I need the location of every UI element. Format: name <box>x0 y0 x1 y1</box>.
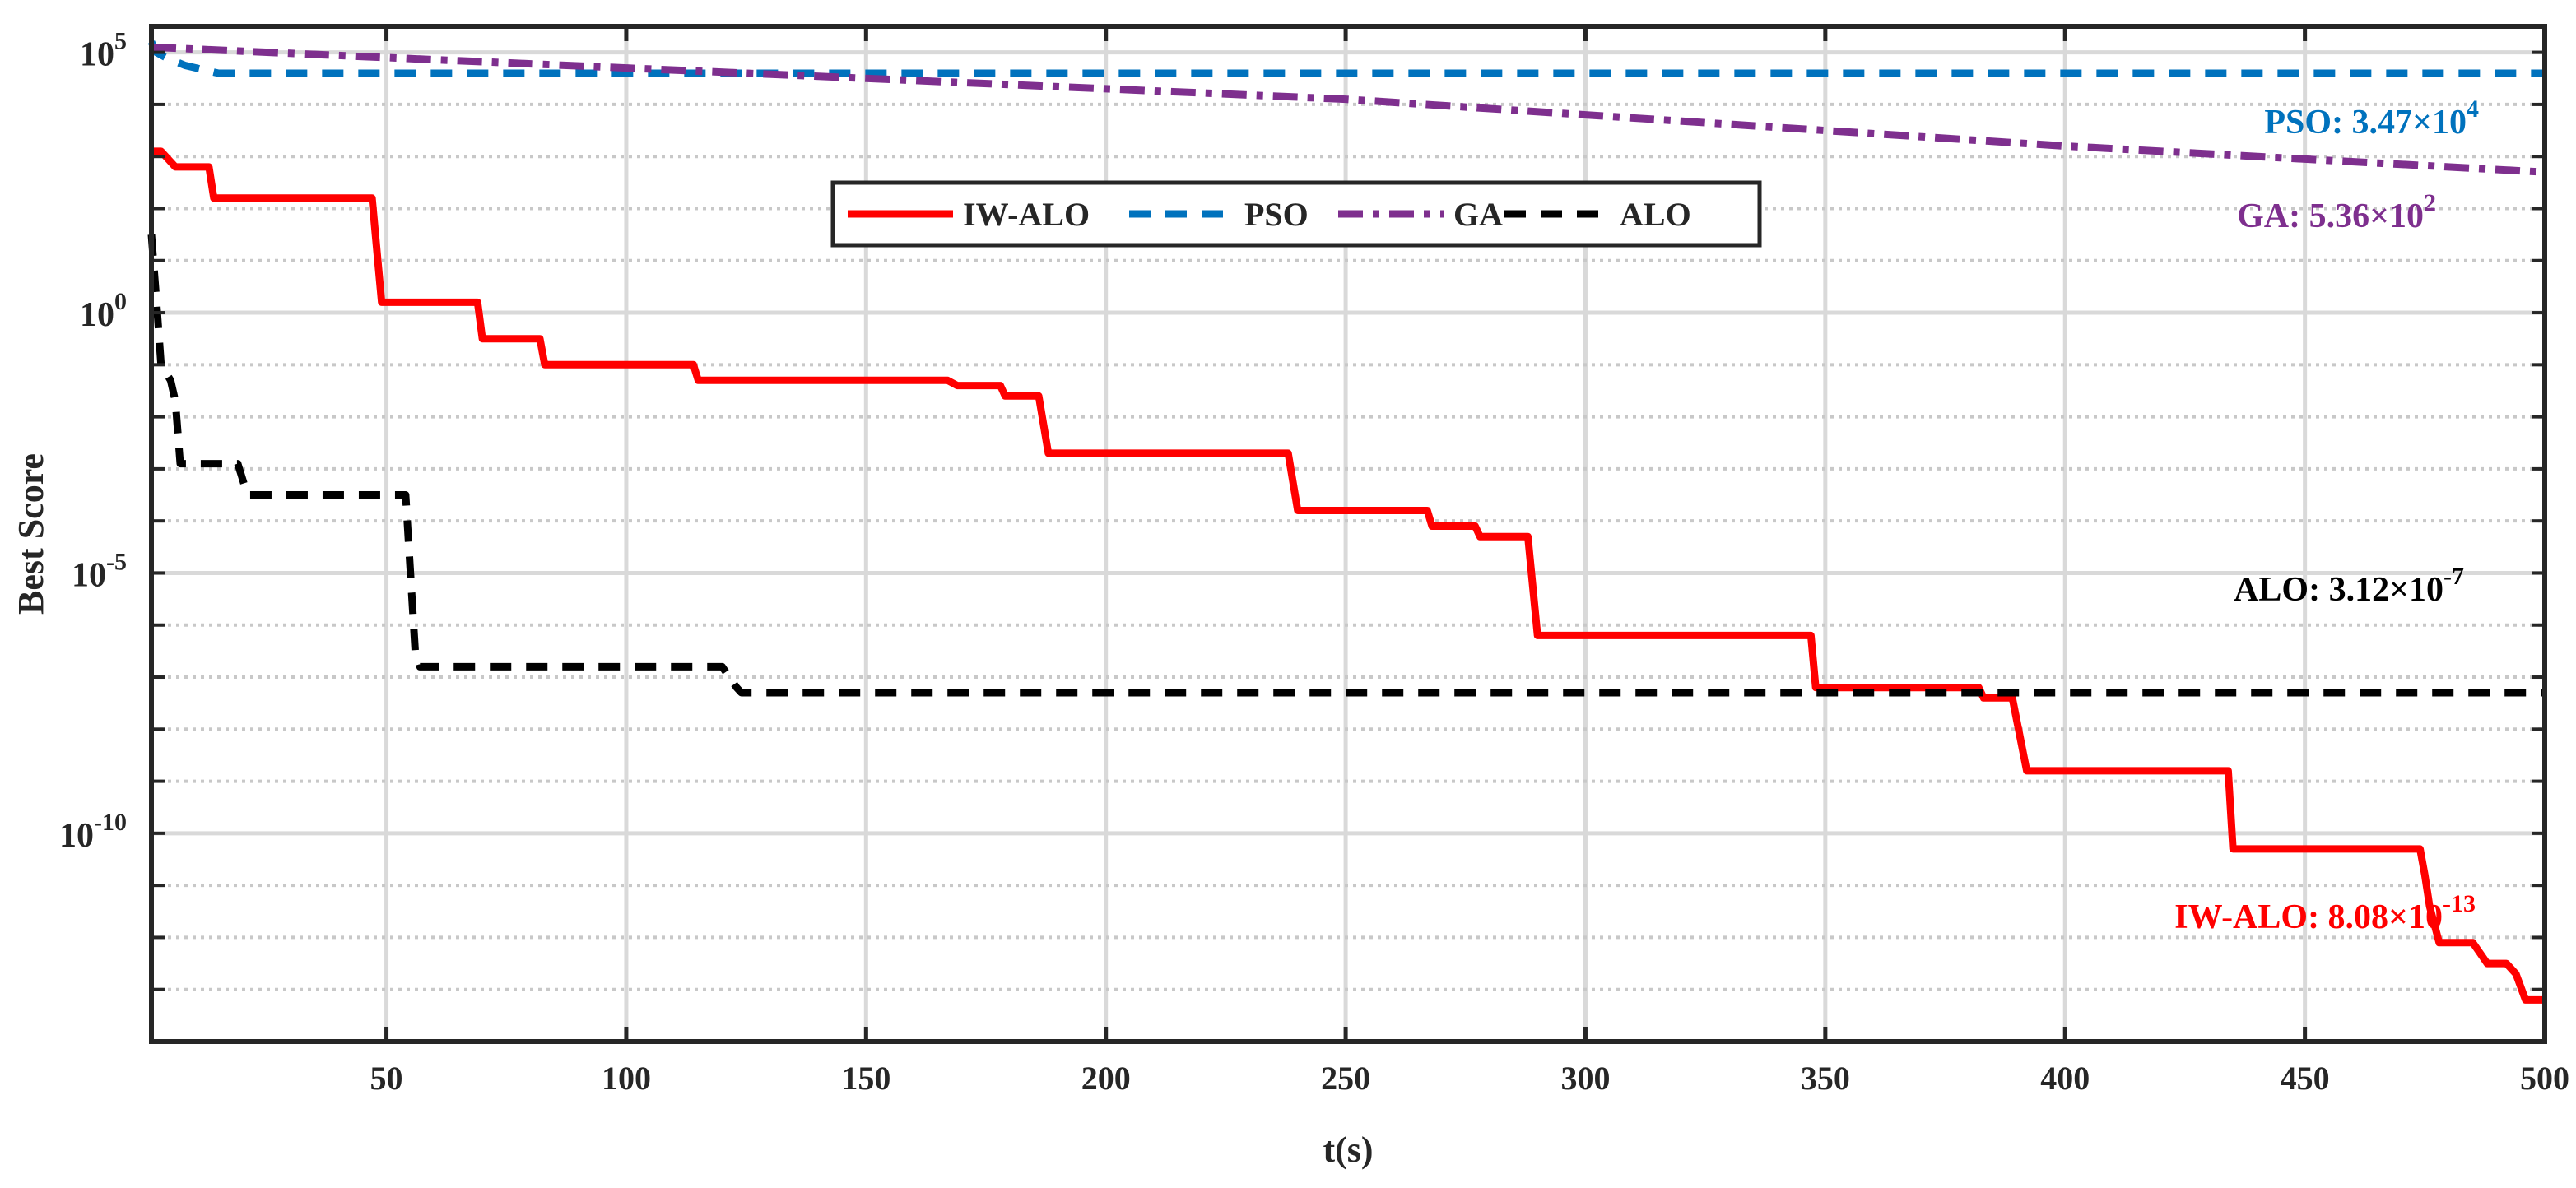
x-axis-label: t(s) <box>1323 1130 1373 1170</box>
x-tick-label: 150 <box>841 1060 890 1097</box>
y-tick-label: 10-5 <box>72 548 127 594</box>
annotation-pso: PSO: 3.47×104 <box>2264 95 2479 142</box>
legend-label: PSO <box>1244 196 1309 233</box>
series-lines <box>147 40 2546 1004</box>
x-tick-label: 100 <box>602 1060 651 1097</box>
axes-frame <box>149 24 2547 1044</box>
x-tick-label: 50 <box>370 1060 403 1097</box>
legend-label: GA <box>1453 196 1503 233</box>
annotation-ga: GA: 5.36×102 <box>2237 189 2436 235</box>
legend-box <box>830 180 1762 248</box>
x-tick-label: 350 <box>1801 1060 1850 1097</box>
x-tick-label: 250 <box>1321 1060 1370 1097</box>
y-tick-label: 10-10 <box>59 809 127 855</box>
legend-label: ALO <box>1620 196 1691 233</box>
annotation-alo: ALO: 3.12×10-7 <box>2234 563 2464 609</box>
axis-ticks: 50 100 150 200 250 300 350 400 450 50010510010-51… <box>59 26 2569 1097</box>
x-tick-label: 300 <box>1560 1060 1610 1097</box>
x-tick-label: 400 <box>2040 1060 2090 1097</box>
x-tick-label: 200 <box>1081 1060 1131 1097</box>
series-line-iw-alo <box>151 147 2545 1004</box>
series-line-ga <box>151 43 2546 176</box>
x-tick-label: 450 <box>2281 1060 2330 1097</box>
annotations: IW-ALO: 8.08×10-13 PSO: 3.47×104 GA: 5.36×… <box>2174 95 2479 936</box>
annotation-iw-alo: IW-ALO: 8.08×10-13 <box>2174 890 2476 936</box>
legend-label: IW-ALO <box>963 196 1090 233</box>
legend: IW-ALO PSO GA ALO <box>830 180 1762 248</box>
x-tick-label: 500 <box>2520 1060 2569 1097</box>
y-axis-label: Best Score <box>11 453 51 615</box>
